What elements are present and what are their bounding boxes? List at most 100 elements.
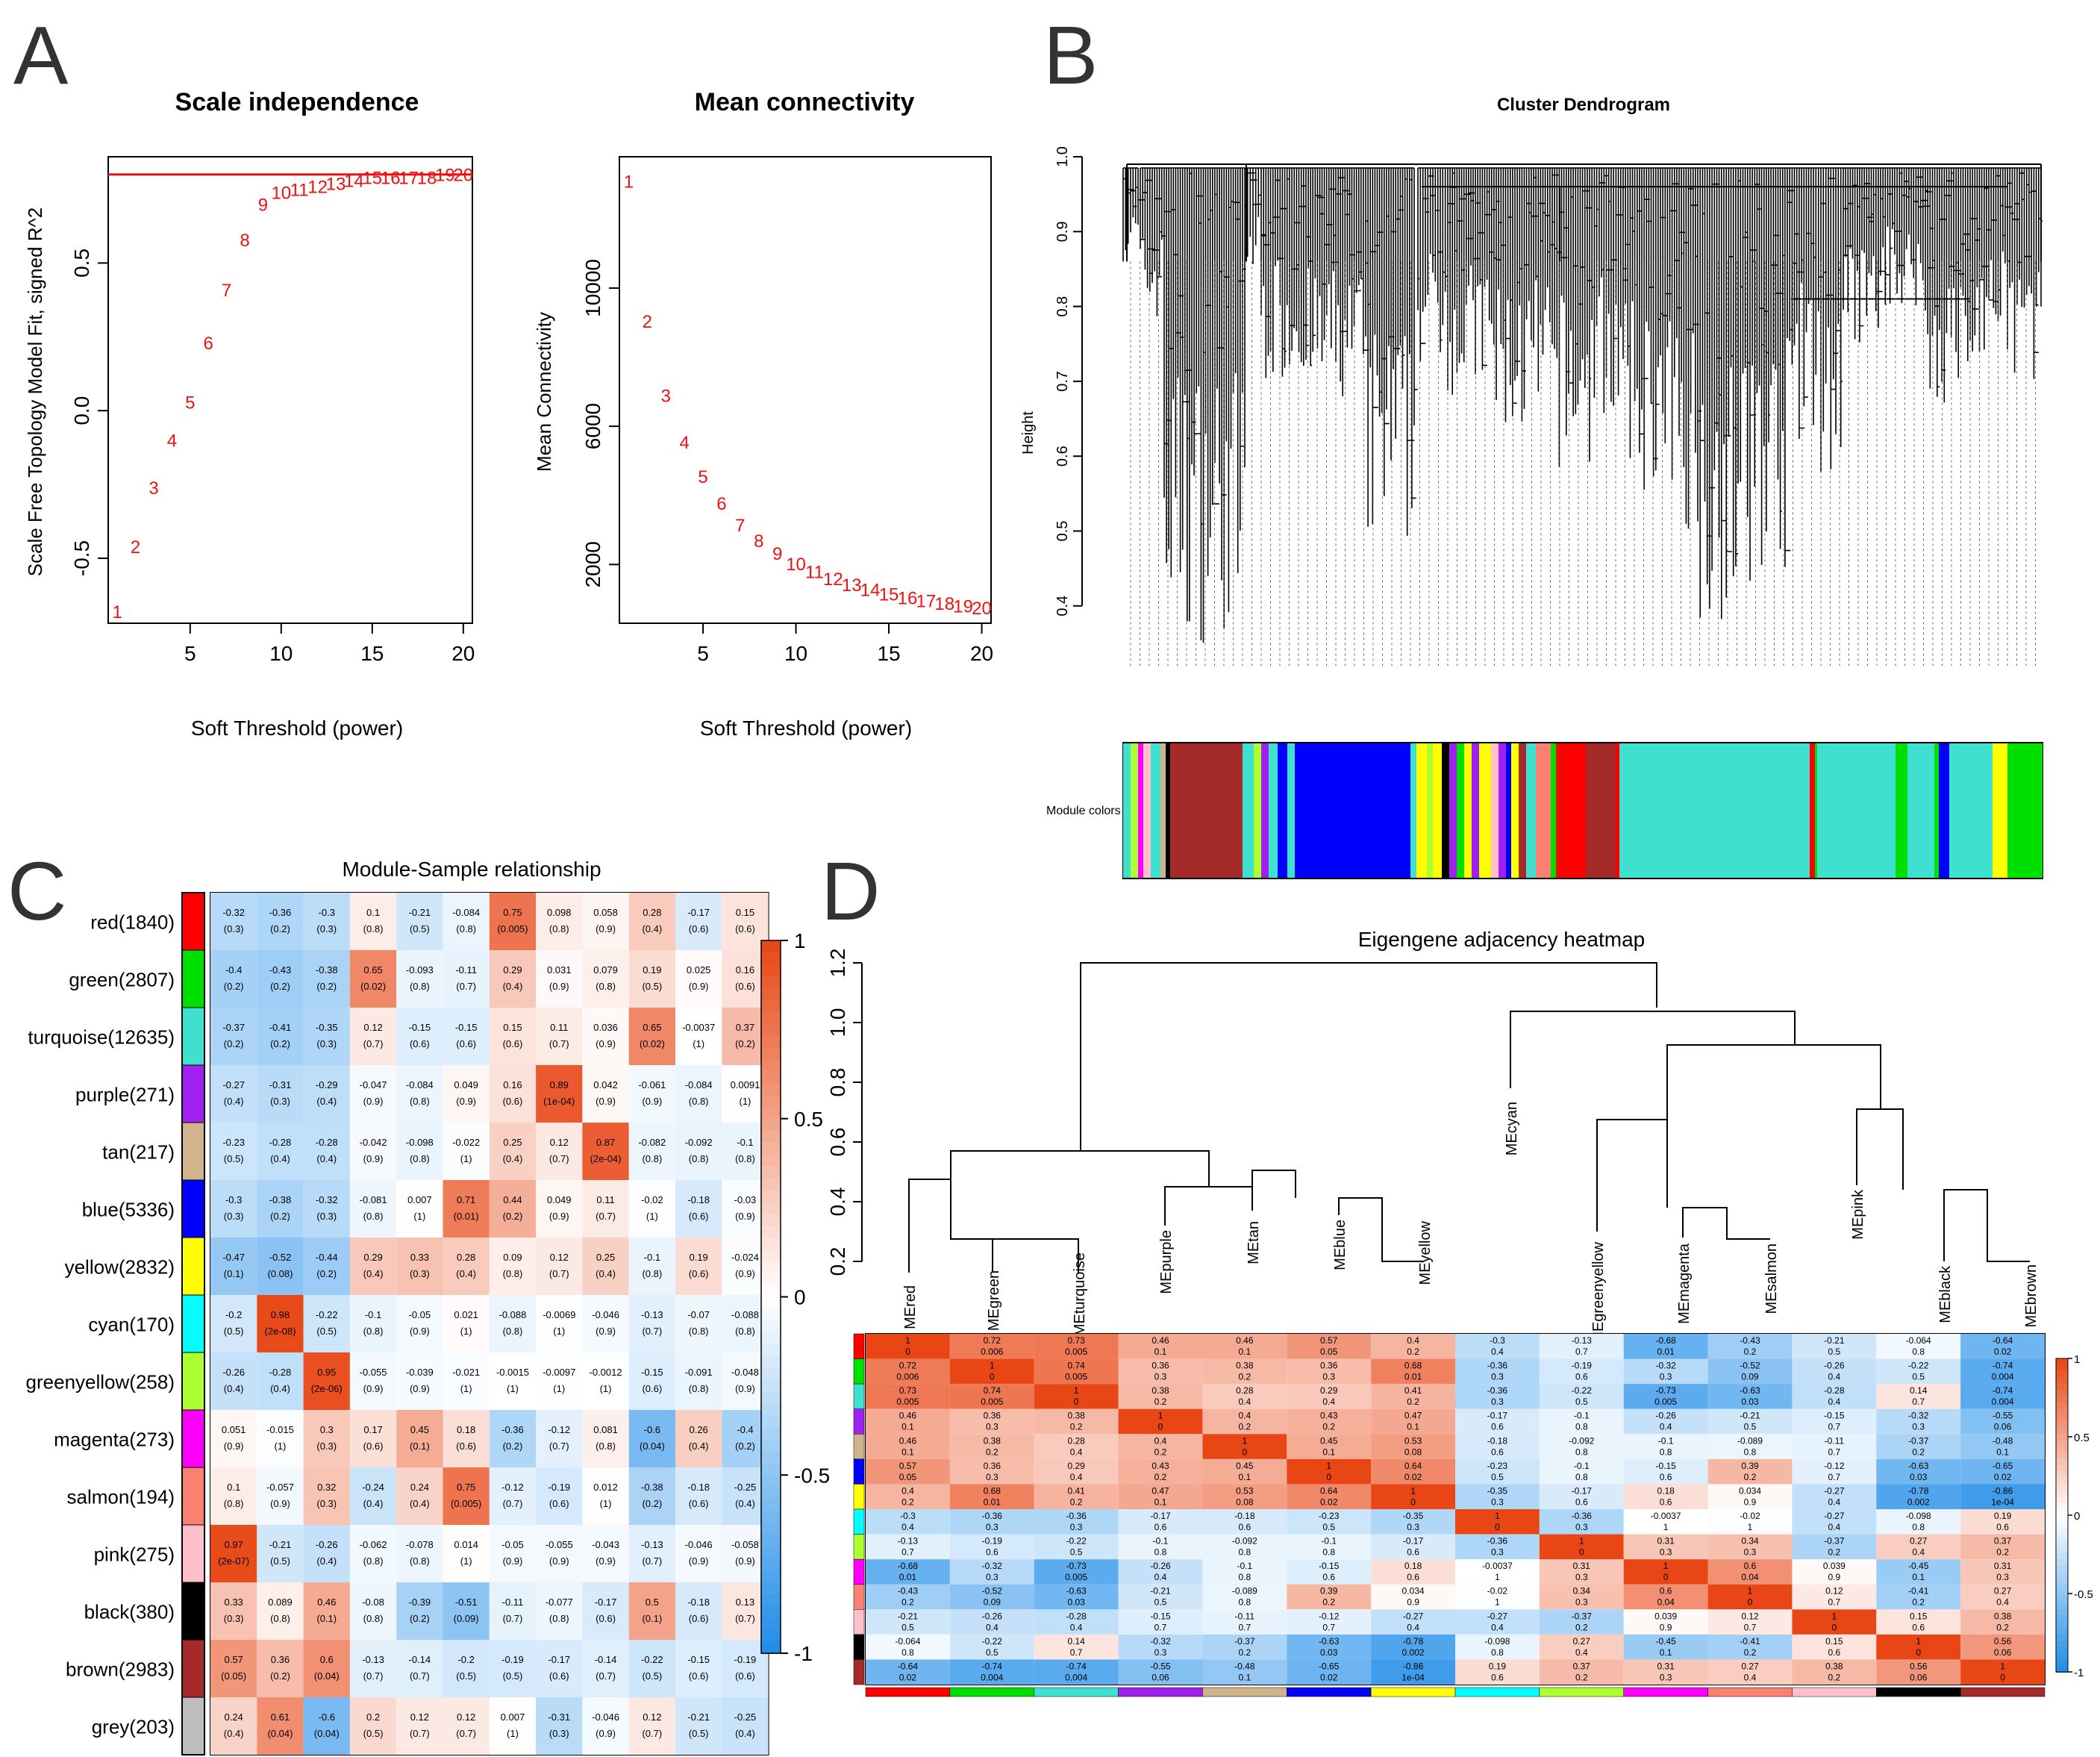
dendrogram-branches bbox=[1122, 167, 2043, 643]
cell-pvalue: 0.6 bbox=[1996, 1522, 2009, 1532]
cell-pvalue: (0.2) bbox=[642, 1498, 662, 1509]
module-color-segment bbox=[1907, 743, 1934, 878]
module-color-segment bbox=[1551, 743, 1556, 878]
power-label: 13 bbox=[326, 175, 346, 195]
module-color-segment bbox=[1143, 743, 1151, 878]
heatmap-cell bbox=[489, 1640, 537, 1697]
cell-correlation: -0.02 bbox=[1487, 1586, 1508, 1597]
heatmap-cell bbox=[628, 1123, 675, 1180]
eigengene-leaf-label: MEcyan bbox=[1504, 1102, 1520, 1155]
cell-correlation: -0.28 bbox=[1066, 1611, 1087, 1621]
module-color-segment bbox=[1261, 743, 1269, 878]
legend-swatch bbox=[761, 1214, 781, 1226]
adjacency-cell bbox=[1202, 1584, 1287, 1610]
cell-correlation: -0.1 bbox=[1237, 1561, 1253, 1571]
cell-correlation: -0.4 bbox=[225, 964, 242, 976]
adjacency-cell bbox=[1371, 1534, 1455, 1560]
y-tick-label: 0.8 bbox=[1054, 296, 1071, 317]
cell-correlation: -0.35 bbox=[1487, 1485, 1508, 1496]
heatmap-cell bbox=[582, 1525, 629, 1582]
cell-pvalue: 0.4 bbox=[1070, 1447, 1083, 1457]
cell-pvalue: (0.6) bbox=[410, 1038, 430, 1049]
cell-pvalue: 0.8 bbox=[901, 1647, 914, 1658]
cell-pvalue: 1 bbox=[1663, 1522, 1669, 1532]
cell-pvalue: (0.7) bbox=[503, 1613, 523, 1624]
module-color-chip bbox=[181, 1122, 205, 1181]
cell-pvalue: 0 bbox=[1748, 1597, 1753, 1608]
legend-swatch bbox=[761, 1487, 781, 1500]
adjacency-cell bbox=[1287, 1659, 1372, 1685]
cell-pvalue: (0.9) bbox=[735, 1383, 755, 1394]
cell-correlation: 1 bbox=[1326, 1461, 1331, 1471]
heatmap-cell bbox=[257, 1525, 304, 1582]
cell-pvalue: 0.3 bbox=[1491, 1396, 1504, 1407]
cell-correlation: -0.32 bbox=[1908, 1411, 1929, 1421]
legend-swatch bbox=[761, 1379, 781, 1393]
cell-pvalue: 0.005 bbox=[896, 1396, 919, 1407]
module-color-segment bbox=[1499, 743, 1506, 878]
cell-pvalue: (0.6) bbox=[689, 1211, 709, 1222]
heatmap-cell bbox=[628, 1238, 675, 1295]
module-color-segment bbox=[1427, 743, 1433, 878]
row-color-chip bbox=[853, 1609, 865, 1635]
adjacency-cell bbox=[1707, 1659, 1793, 1685]
cell-correlation: -0.86 bbox=[1993, 1485, 2013, 1496]
cell-pvalue: 0.5 bbox=[1575, 1396, 1588, 1407]
cell-correlation: -0.0012 bbox=[590, 1367, 622, 1378]
adjacency-cell bbox=[866, 1334, 950, 1359]
adjacency-cell bbox=[1034, 1458, 1119, 1485]
adjacency-cell bbox=[1876, 1458, 1961, 1485]
cell-pvalue: (0.5) bbox=[642, 1670, 662, 1682]
heatmap-cell bbox=[536, 1467, 583, 1525]
module-color-segment bbox=[1449, 743, 1457, 878]
cell-pvalue: (1) bbox=[507, 1728, 519, 1739]
heatmap-cell bbox=[443, 1352, 490, 1410]
adjacency-cell bbox=[1202, 1358, 1287, 1385]
heatmap-cell bbox=[303, 1352, 350, 1410]
cell-pvalue: (0.6) bbox=[456, 1038, 476, 1049]
module-color-chip bbox=[181, 1639, 205, 1698]
legend-swatch bbox=[2056, 1540, 2068, 1547]
adjacency-cell bbox=[949, 1584, 1034, 1610]
cell-pvalue: 0.3 bbox=[1322, 1372, 1335, 1382]
module-label: cyan(170) bbox=[88, 1314, 175, 1336]
cell-pvalue: 0.1 bbox=[1239, 1672, 1251, 1682]
cell-pvalue: 0.02 bbox=[1994, 1346, 2012, 1357]
heatmap-d-legend: 1 0.5 0 -0.5 -1 bbox=[2055, 1353, 2093, 1679]
adjacency-cell bbox=[866, 1458, 950, 1485]
power-label: 10 bbox=[786, 555, 806, 575]
power-label: 18 bbox=[934, 594, 954, 614]
cell-correlation: -0.062 bbox=[360, 1539, 387, 1550]
module-color-segment bbox=[1170, 743, 1243, 878]
cell-correlation: 0.19 bbox=[1489, 1661, 1507, 1671]
cell-pvalue: 0.8 bbox=[1912, 1346, 1925, 1357]
cell-correlation: -0.07 bbox=[687, 1309, 710, 1320]
heatmap-cell bbox=[628, 1697, 675, 1755]
module-color-chip bbox=[181, 1467, 205, 1526]
row-color-chip bbox=[853, 1333, 865, 1359]
heatmap-cell bbox=[722, 1065, 769, 1123]
cell-pvalue: 1 bbox=[1495, 1597, 1500, 1608]
cell-correlation: 0.29 bbox=[1320, 1385, 1338, 1396]
legend-tick-label: 1 bbox=[794, 929, 806, 952]
cell-pvalue: 1e-04 bbox=[1401, 1672, 1425, 1682]
cell-correlation: -0.21 bbox=[409, 907, 431, 918]
cell-correlation: -0.064 bbox=[895, 1636, 920, 1647]
module-color-segment bbox=[1506, 743, 1511, 878]
cell-pvalue: 0.1 bbox=[1239, 1472, 1251, 1482]
legend-swatch bbox=[761, 1285, 781, 1298]
cell-pvalue: (0.2) bbox=[224, 981, 244, 992]
adjacency-cell bbox=[1455, 1458, 1540, 1485]
cell-pvalue: (0.9) bbox=[689, 1555, 709, 1567]
cell-pvalue: 0.06 bbox=[1994, 1422, 2012, 1432]
adjacency-cell bbox=[1539, 1384, 1624, 1409]
cell-correlation: 0.13 bbox=[736, 1597, 754, 1608]
row-color-chip bbox=[853, 1534, 865, 1560]
cell-pvalue: 0.8 bbox=[1322, 1547, 1335, 1558]
cell-pvalue: 0.8 bbox=[1575, 1422, 1588, 1432]
cell-pvalue: (0.9) bbox=[596, 1096, 616, 1107]
cell-pvalue: 0.006 bbox=[981, 1346, 1003, 1357]
heatmap-cell bbox=[396, 1697, 443, 1755]
adjacency-cell bbox=[1539, 1458, 1624, 1485]
cell-correlation: 0.28 bbox=[457, 1252, 475, 1263]
